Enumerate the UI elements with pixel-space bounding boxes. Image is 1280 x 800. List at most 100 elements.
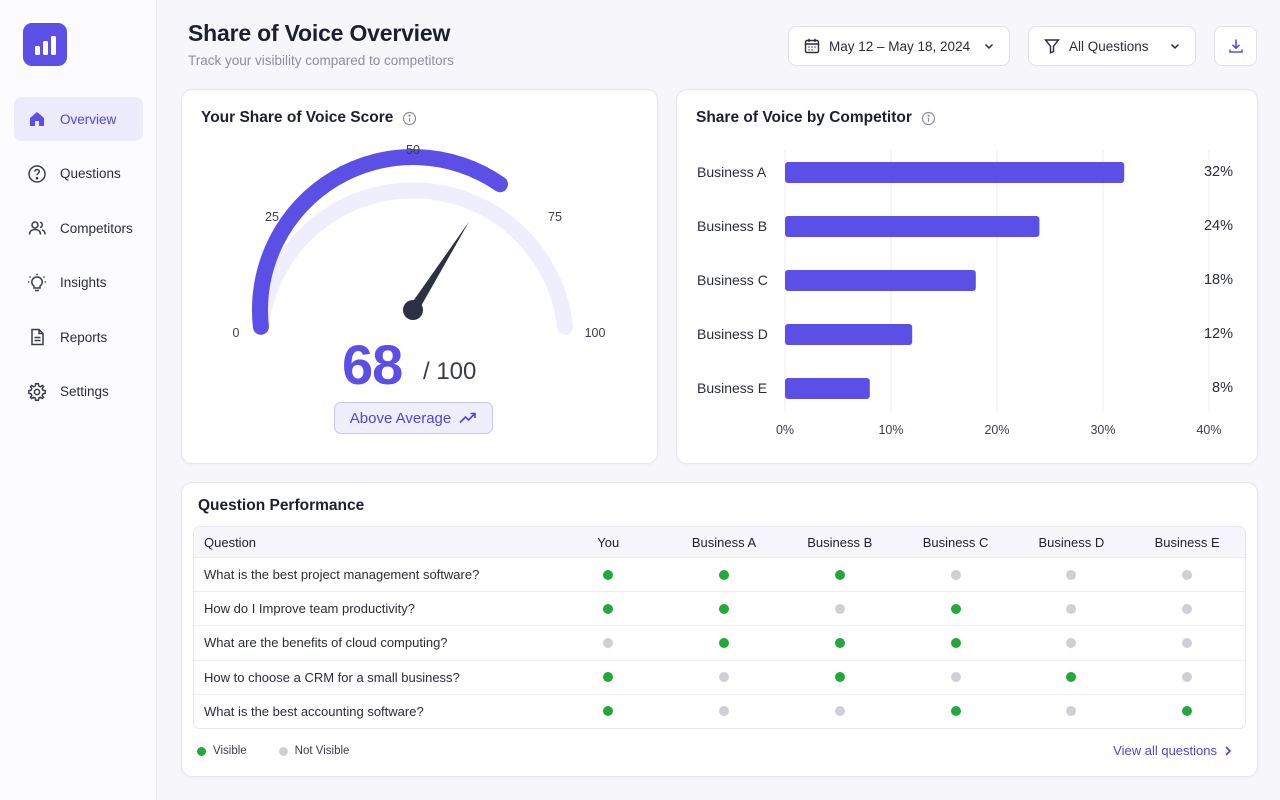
not-visible-dot [834, 603, 845, 614]
sidebar-item-label: Insights [60, 275, 107, 291]
download-button[interactable] [1214, 26, 1257, 66]
visible-dot [603, 569, 614, 580]
sidebar-item-overview[interactable]: Overview [14, 97, 143, 141]
visibility-cell [1129, 603, 1245, 614]
gauge-fill [252, 149, 508, 335]
page-title: Share of Voice Overview [188, 20, 451, 46]
visible-dot [719, 637, 729, 648]
lightbulb-icon [27, 273, 47, 293]
bar-category-label: Business A [697, 164, 767, 180]
info-icon[interactable] [402, 111, 417, 126]
bar-category-label: Business C [697, 272, 768, 288]
not-visible-dot [834, 706, 845, 717]
date-range-picker[interactable]: May 12 – May 18, 2024 [788, 26, 1010, 66]
sidebar-item-label: Competitors [60, 220, 133, 236]
visibility-cell [1013, 603, 1129, 614]
visible-dot [950, 603, 961, 614]
column-header: Business A [691, 534, 757, 550]
gauge-tick-label: 50 [406, 143, 420, 157]
chevron-right-icon [1223, 745, 1233, 757]
column-header: Question [204, 534, 257, 550]
gauge-tick-label: 100 [585, 326, 606, 340]
bar-category-label: Business D [697, 326, 768, 342]
score-max: / 100 [423, 358, 477, 385]
not-visible-dot [1066, 603, 1077, 614]
bar[interactable] [785, 270, 976, 291]
visibility-cell [666, 603, 782, 614]
visibility-cell [1129, 672, 1245, 683]
table-row[interactable]: What is the best accounting software? [194, 693, 1245, 728]
table-row[interactable]: How to choose a CRM for a small business… [194, 659, 1245, 694]
visibility-cell [666, 637, 782, 648]
sidebar: Overview Questions Competitors Insights [0, 0, 157, 800]
visible-dot [603, 603, 614, 614]
visible-dot [197, 746, 206, 756]
visible-dot [834, 569, 845, 580]
visibility-cell [1129, 706, 1245, 717]
competitor-card-title: Share of Voice by Competitor [696, 109, 912, 126]
question-circle-icon [27, 164, 47, 184]
question-cell: How do I Improve team productivity? [204, 601, 415, 617]
bar-chart-plot [784, 150, 1210, 412]
bar-value-label: 32% [1203, 164, 1233, 180]
visible-dot [1066, 672, 1077, 683]
visibility-cell [550, 603, 666, 614]
sidebar-item-questions[interactable]: Questions [14, 152, 143, 196]
not-visible-dot [1182, 672, 1193, 683]
bar[interactable] [785, 162, 1125, 183]
visibility-cell [1129, 569, 1245, 580]
question-cell: How to choose a CRM for a small business… [204, 669, 460, 685]
home-icon [27, 109, 47, 129]
bar[interactable] [785, 378, 870, 399]
document-icon [27, 327, 47, 347]
visibility-cell [898, 637, 1014, 648]
legend-visible-label: Visible [213, 745, 247, 757]
sidebar-item-reports[interactable]: Reports [14, 315, 143, 359]
visible-dot [834, 672, 845, 683]
gauge-track [252, 182, 574, 335]
table-title: Question Performance [198, 497, 365, 514]
status-badge: Above Average [334, 402, 493, 434]
gauge-needle-hub [403, 300, 423, 320]
visibility-cell [550, 569, 666, 580]
bar-value-label: 8% [1212, 380, 1233, 396]
visibility-cell [898, 569, 1014, 580]
question-performance-card: Question Performance Question You Business… [181, 482, 1258, 777]
sidebar-item-competitors[interactable]: Competitors [14, 206, 143, 250]
x-tick-label: 10% [878, 423, 904, 437]
not-visible-dot [1066, 569, 1077, 580]
legend-not-visible-label: Not Visible [294, 745, 350, 757]
x-tick-label: 20% [984, 423, 1010, 437]
question-cell: What are the benefits of cloud computing… [204, 635, 448, 651]
visible-dot [719, 603, 729, 614]
view-all-questions-link[interactable]: View all questions [1113, 743, 1233, 758]
question-table: Question You Business A Business B Business … [193, 526, 1246, 729]
sidebar-nav: Overview Questions Competitors Insights [14, 97, 143, 425]
calendar-icon [803, 37, 821, 55]
sidebar-item-insights[interactable]: Insights [14, 261, 143, 305]
bar-value-label: 18% [1203, 272, 1233, 288]
not-visible-dot [1182, 603, 1193, 614]
question-filter-select[interactable]: All Questions [1028, 26, 1196, 66]
visibility-cell [666, 672, 782, 683]
gauge-tick-label: 75 [548, 210, 562, 224]
question-cell: What is the best project management soft… [204, 567, 480, 583]
visibility-cell [1013, 569, 1129, 580]
column-header: Business B [807, 534, 873, 550]
filter-label: All Questions [1069, 38, 1149, 54]
table-row[interactable]: What is the best project management soft… [194, 557, 1245, 591]
info-icon[interactable] [921, 111, 936, 126]
not-visible-dot [278, 746, 288, 756]
sidebar-item-settings[interactable]: Settings [14, 370, 143, 414]
bar[interactable] [785, 324, 913, 345]
bar-chart-icon[interactable] [23, 23, 67, 66]
column-header: You [597, 534, 620, 550]
table-row[interactable]: What are the benefits of cloud computing… [194, 625, 1245, 659]
table-row[interactable]: How do I Improve team productivity? [194, 591, 1245, 625]
bar[interactable] [785, 216, 1040, 237]
legend-not-visible: Not Visible [278, 745, 350, 757]
chevron-down-icon [983, 40, 995, 52]
sidebar-item-label: Questions [60, 166, 121, 182]
bar-value-label: 12% [1203, 326, 1233, 342]
legend-visible: Visible [197, 745, 247, 757]
